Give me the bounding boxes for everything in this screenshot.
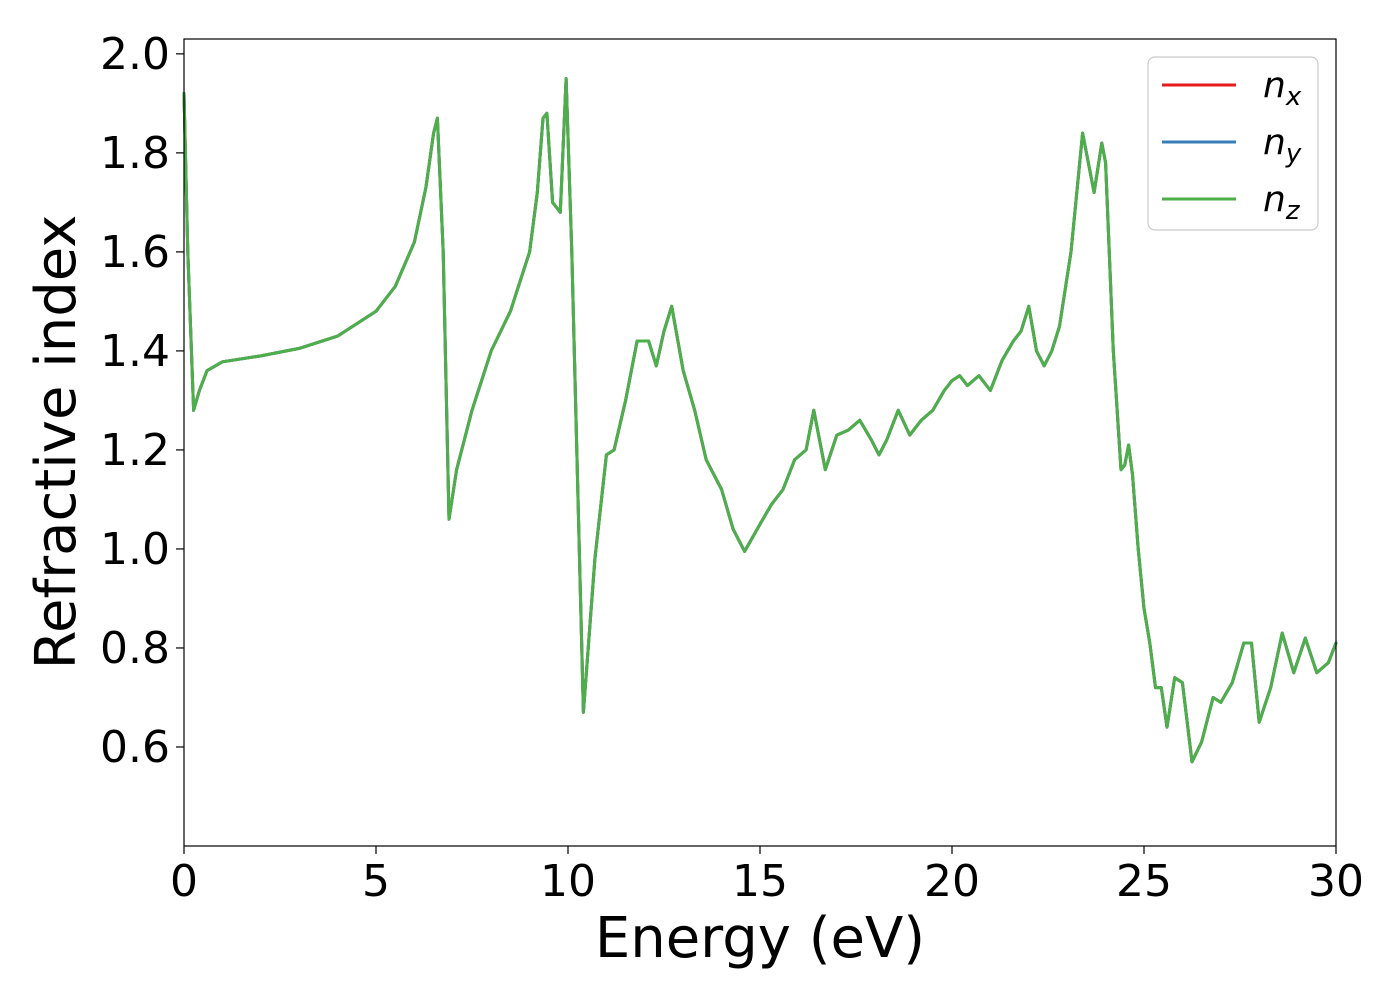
legend-label-ny: ny [1263, 122, 1302, 169]
series-line-nz [182, 77, 1338, 764]
legend-label-nz: nz [1263, 179, 1301, 226]
x-tick-label: 25 [1116, 856, 1172, 907]
y-tick-label: 1.2 [100, 425, 170, 476]
y-tick-label: 1.8 [100, 128, 170, 179]
legend-label-subscript: x [1285, 82, 1302, 112]
x-tick-label: 15 [732, 856, 788, 907]
y-axis-label: Refractive index [24, 215, 89, 670]
series-layer [182, 77, 1338, 764]
x-tick-label: 0 [170, 856, 198, 907]
y-tick-label: 1.6 [100, 227, 170, 278]
y-tick-label: 1.0 [100, 524, 170, 575]
y-tick-label: 0.6 [100, 722, 170, 773]
x-axis-ticks: 0 5 10 15 20 25 30 [170, 846, 1364, 907]
legend-label-base: n [1263, 179, 1286, 220]
x-tick-label: 10 [540, 856, 596, 907]
legend-label-subscript: z [1285, 196, 1301, 226]
y-tick-label: 1.4 [100, 326, 170, 377]
legend-label-subscript: y [1285, 139, 1302, 169]
legend-label-base: n [1263, 122, 1286, 163]
x-axis-label: Energy (eV) [595, 906, 925, 971]
legend-label-nx: nx [1263, 65, 1302, 112]
legend-label-base: n [1263, 65, 1286, 106]
y-axis-ticks: 0.6 0.8 1.0 1.2 1.4 1.6 1.8 2.0 [100, 29, 184, 773]
x-tick-label: 20 [924, 856, 980, 907]
y-tick-label: 0.8 [100, 623, 170, 674]
x-tick-label: 30 [1308, 856, 1364, 907]
y-tick-label: 2.0 [100, 29, 170, 80]
x-tick-label: 5 [362, 856, 390, 907]
